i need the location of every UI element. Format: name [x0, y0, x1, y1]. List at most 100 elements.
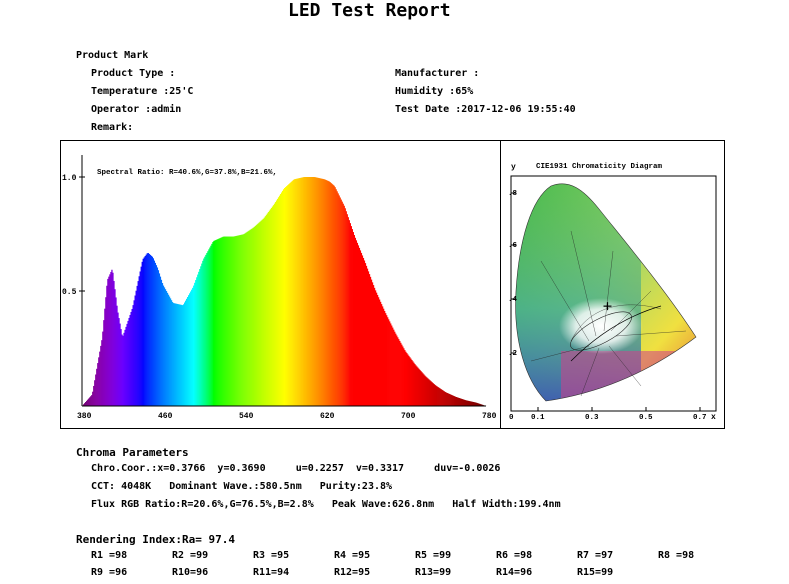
cie-x-label: x: [711, 413, 716, 422]
spectrum-bar: [466, 400, 469, 406]
spectrum-bar: [135, 290, 137, 406]
spectrum-bar: [215, 239, 217, 406]
spectrum-bar: [208, 249, 210, 406]
spectrum-bar: [244, 233, 246, 406]
spectrum-bar: [378, 299, 381, 406]
spectrum-bar: [295, 178, 297, 406]
spectrum-bar: [430, 381, 432, 406]
spectrum-bar: [454, 396, 456, 406]
spectrum-bar: [235, 235, 237, 406]
spectrum-bar: [355, 240, 358, 406]
spectrum-bar: [308, 177, 310, 406]
spectrum-bar: [462, 399, 465, 406]
spectrum-bar: [281, 190, 284, 406]
spectrum-bar: [425, 376, 427, 406]
spectrum-bar: [254, 226, 257, 406]
spectrum-bar: [370, 279, 373, 406]
spectrum-bar: [274, 202, 277, 406]
spectrum-bar: [356, 242, 359, 406]
spectrum-bar: [391, 325, 393, 406]
spectrum-bar: [100, 345, 102, 406]
spectrum-bar: [380, 304, 383, 406]
spectrum-bar: [205, 254, 207, 406]
spectrum-bar: [130, 312, 132, 406]
spectrum-bar: [289, 183, 291, 406]
rendering-index-value: R5 =99: [415, 550, 452, 561]
spectrum-bar: [397, 337, 399, 406]
spectrum-bar: [192, 287, 194, 406]
spectrum-bar: [338, 195, 340, 406]
spectrum-bar: [461, 399, 464, 406]
test-date-label: Test Date :2017-12-06 19:55:40: [395, 104, 576, 115]
spectrum-bar: [270, 207, 273, 406]
spectrum-bar: [481, 404, 484, 406]
spectrum-bar: [369, 276, 372, 406]
spectrum-bar: [417, 367, 419, 406]
spectrum-bar: [223, 236, 225, 406]
spectrum-bar: [297, 178, 299, 406]
spectrum-bar: [122, 335, 124, 406]
spectrum-bar: [89, 397, 91, 406]
spectrum-bar: [473, 402, 476, 406]
spectrum-bar: [398, 339, 400, 406]
spectrum-bar: [372, 285, 375, 406]
spectrum-bar: [353, 235, 355, 406]
spectrum-bar: [230, 236, 232, 406]
spectrum-bar: [275, 200, 278, 406]
spectrum-bar: [331, 183, 333, 406]
spectrum-bar: [434, 384, 436, 406]
spectrum-bar: [324, 179, 326, 406]
spectrum-bar: [150, 255, 152, 406]
spectrum-bar: [91, 395, 93, 406]
humidity-label: Humidity :65%: [395, 86, 473, 97]
spectrum-x-tick: 540: [239, 412, 254, 421]
spectrum-bar: [277, 197, 280, 406]
spectrum-chart: 1.0 0.5 Spectral Ratio: R=40.6%,G=37.8%,…: [62, 155, 497, 421]
cie-y-label: y: [511, 163, 516, 172]
spectrum-bar: [111, 269, 113, 406]
spectrum-bar: [94, 380, 96, 406]
spectrum-bar: [148, 253, 150, 406]
chroma-heading: Chroma Parameters: [76, 446, 189, 459]
spectrum-bar: [446, 392, 448, 406]
cie-chart: y CIE1931 Chromaticity Diagram x .8 .6 .…: [508, 163, 717, 422]
spectrum-bar: [172, 303, 175, 406]
spectrum-bar: [366, 268, 369, 406]
spectrum-bar: [236, 235, 238, 406]
spectrum-bar: [209, 247, 211, 406]
spectrum-bar: [248, 230, 250, 406]
spectrum-bar: [455, 397, 458, 406]
rendering-index-value: R6 =98: [496, 550, 533, 561]
spectrum-bar: [114, 289, 116, 406]
spectrum-bar: [190, 291, 192, 406]
spectrum-bar: [231, 236, 233, 406]
spectrum-bar: [451, 395, 453, 406]
spectrum-bar: [465, 400, 468, 406]
spectrum-bar: [253, 226, 256, 406]
spectrum-bar: [154, 262, 157, 407]
rendering-heading: Rendering Index:Ra= 97.4: [76, 533, 235, 546]
spectrum-bar: [129, 314, 131, 406]
spectrum-bar: [346, 214, 348, 406]
spectrum-bar: [315, 177, 317, 406]
spectrum-bar: [272, 205, 275, 406]
cie-x-tick-marks: [537, 407, 701, 411]
spectrum-bar: [131, 309, 133, 406]
spectrum-bar: [302, 177, 304, 406]
spectrum-bar: [386, 315, 388, 406]
spectrum-bar: [479, 404, 482, 406]
cie-x-tick: 0.5: [639, 414, 653, 422]
spectrum-bar: [428, 379, 430, 406]
spectrum-bar: [422, 373, 424, 406]
spectrum-bar: [399, 340, 401, 406]
spectrum-bar: [409, 357, 411, 406]
spectrum-bar: [271, 206, 274, 406]
spectrum-bar: [413, 362, 415, 406]
cie-y-tick: .8: [508, 190, 518, 198]
spectrum-bar: [437, 387, 439, 406]
spectrum-bar: [296, 178, 298, 406]
spectrum-bar: [151, 256, 153, 406]
spectrum-bar: [183, 304, 185, 406]
spectrum-bar: [257, 223, 260, 406]
humidity-value: 65%: [455, 86, 474, 97]
